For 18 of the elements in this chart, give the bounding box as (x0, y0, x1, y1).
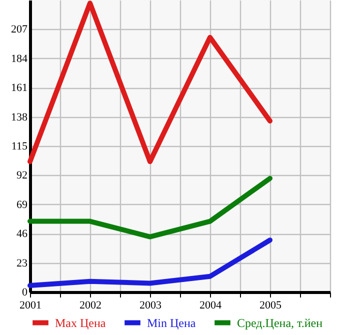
x-tick-label: 2005 (260, 300, 282, 312)
y-tick-label: 0 (22, 286, 28, 298)
y-tick-label: 207 (11, 24, 28, 36)
x-tick-label: 2004 (200, 300, 222, 312)
y-tick-label: 184 (11, 52, 28, 65)
x-tick-label: 2001 (20, 300, 42, 312)
y-tick-label: 115 (11, 140, 28, 152)
y-tick-label: 23 (16, 257, 28, 270)
x-tick-label: 2002 (80, 300, 102, 312)
y-tick-label: 46 (16, 228, 28, 240)
y-tick-label: 138 (11, 111, 28, 124)
legend-label: Сред.Цена, т.йен (237, 316, 324, 330)
legend-label: Min Цена (147, 316, 196, 330)
x-tick-label: 2003 (140, 300, 162, 312)
legend-label: Max Цена (55, 316, 106, 330)
y-tick-label: 92 (16, 170, 28, 182)
y-tick-label: 161 (11, 82, 28, 94)
y-tick-label: 69 (16, 198, 28, 211)
